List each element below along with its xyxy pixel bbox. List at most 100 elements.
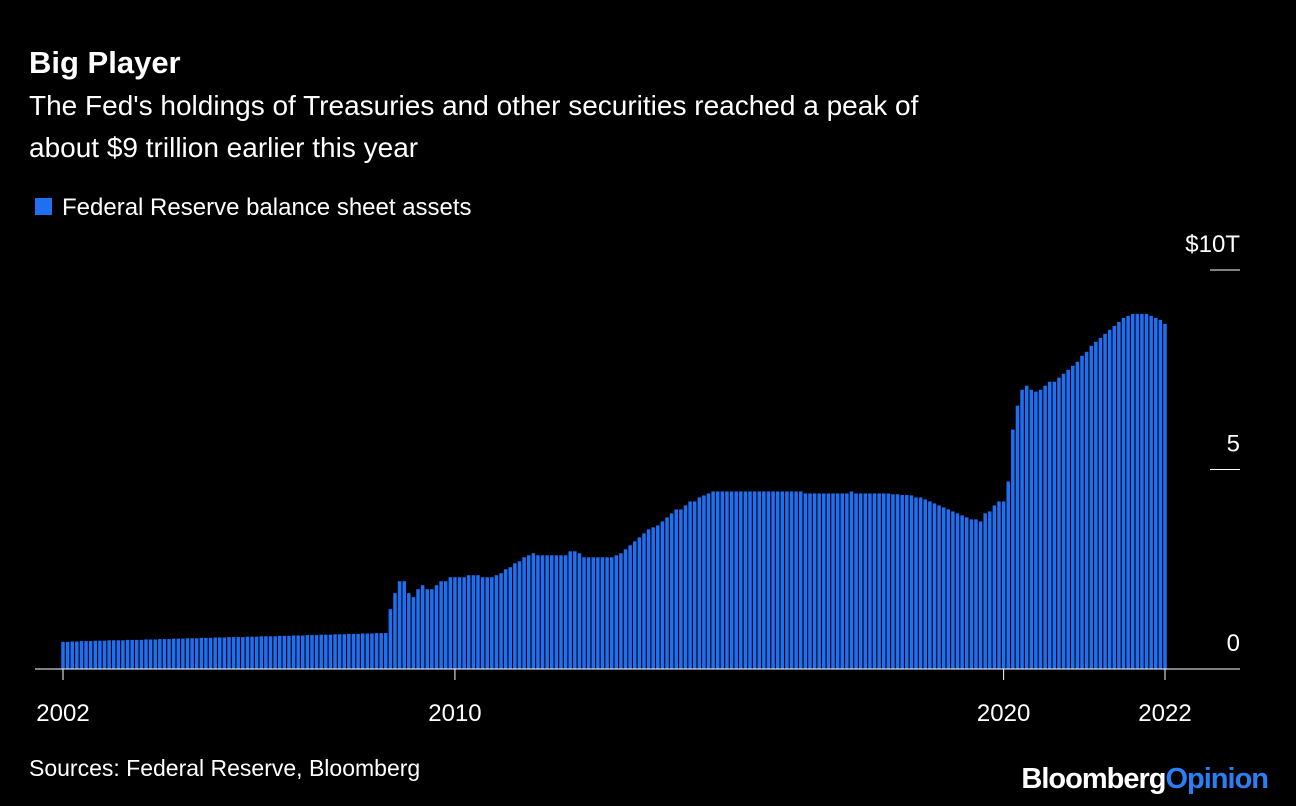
bar	[88, 641, 93, 669]
bar	[988, 511, 992, 669]
bar	[573, 551, 577, 669]
bar	[153, 639, 157, 669]
bar	[550, 555, 554, 669]
bar	[646, 529, 651, 669]
bar	[1154, 317, 1158, 669]
bar	[817, 493, 821, 669]
bar	[1001, 501, 1006, 669]
bar	[688, 501, 692, 669]
bar	[692, 501, 697, 669]
bar	[379, 633, 383, 669]
bar	[941, 507, 946, 669]
bar	[1135, 313, 1140, 669]
bar	[356, 633, 360, 669]
bar	[1043, 385, 1047, 669]
bar	[420, 585, 425, 669]
bar	[250, 636, 254, 669]
bar	[946, 509, 951, 669]
bar	[508, 567, 513, 669]
bar	[863, 493, 868, 669]
bar	[780, 491, 785, 669]
bar	[563, 555, 568, 669]
bar	[162, 639, 167, 669]
subtitle: about $9 trillion earlier this year	[29, 132, 418, 163]
bar	[969, 519, 974, 669]
bar	[785, 491, 789, 669]
bar	[291, 635, 296, 669]
bar	[93, 640, 98, 669]
bar	[213, 637, 217, 669]
bar	[775, 491, 780, 669]
bar	[683, 505, 688, 669]
bar	[914, 497, 918, 669]
bar	[1140, 313, 1144, 669]
bar	[992, 505, 997, 669]
bar	[609, 557, 614, 669]
brand-logo: BloombergOpinion	[1021, 763, 1268, 795]
bar	[79, 641, 84, 669]
bar	[895, 494, 900, 669]
bar	[568, 551, 572, 669]
bar	[891, 494, 895, 669]
bar	[803, 493, 808, 669]
bar	[757, 491, 761, 669]
bar	[665, 517, 669, 669]
bar	[1163, 323, 1167, 669]
bar	[1075, 361, 1080, 669]
bar	[61, 641, 65, 669]
bar	[337, 634, 342, 669]
bar	[264, 636, 268, 669]
bar	[1029, 389, 1034, 669]
bar	[499, 573, 503, 669]
y-tick-label: $10T	[1185, 231, 1240, 258]
bar	[960, 515, 964, 669]
bar	[872, 493, 877, 669]
bar	[102, 640, 107, 669]
bar	[176, 638, 181, 669]
bar	[227, 637, 231, 669]
bar	[600, 557, 605, 669]
bar	[522, 557, 526, 669]
bar	[1149, 315, 1153, 669]
brand-name: Bloomberg	[1021, 763, 1165, 795]
x-tick-label: 2020	[977, 700, 1030, 727]
bar	[296, 635, 300, 669]
bar	[577, 553, 582, 669]
bar	[374, 633, 379, 669]
bar	[1024, 385, 1029, 669]
bar	[485, 577, 489, 669]
bar	[964, 517, 969, 669]
bar	[905, 495, 909, 669]
bar	[453, 577, 457, 669]
bar	[75, 641, 79, 669]
bar	[407, 593, 411, 669]
bar	[439, 581, 443, 669]
bar	[98, 640, 102, 669]
bar	[743, 491, 748, 669]
bar	[513, 563, 517, 669]
bar	[218, 637, 222, 669]
bar	[1052, 381, 1057, 669]
bar	[402, 581, 406, 669]
bar	[840, 493, 844, 669]
legend-label: Federal Reserve balance sheet assets	[62, 194, 472, 221]
bar	[531, 553, 536, 669]
bar	[660, 521, 665, 669]
bar	[877, 493, 881, 669]
bar	[411, 597, 416, 669]
bar	[107, 640, 111, 669]
bar	[1084, 351, 1089, 669]
y-tick-label: 0	[1227, 630, 1240, 657]
bar	[494, 575, 499, 669]
bar	[748, 491, 752, 669]
bar	[384, 633, 388, 669]
bar	[393, 593, 397, 669]
bar	[448, 577, 453, 669]
bar	[370, 633, 374, 669]
bar	[1038, 389, 1043, 669]
bar	[310, 635, 314, 669]
bar	[130, 639, 134, 669]
bar	[554, 555, 559, 669]
bar	[739, 491, 743, 669]
